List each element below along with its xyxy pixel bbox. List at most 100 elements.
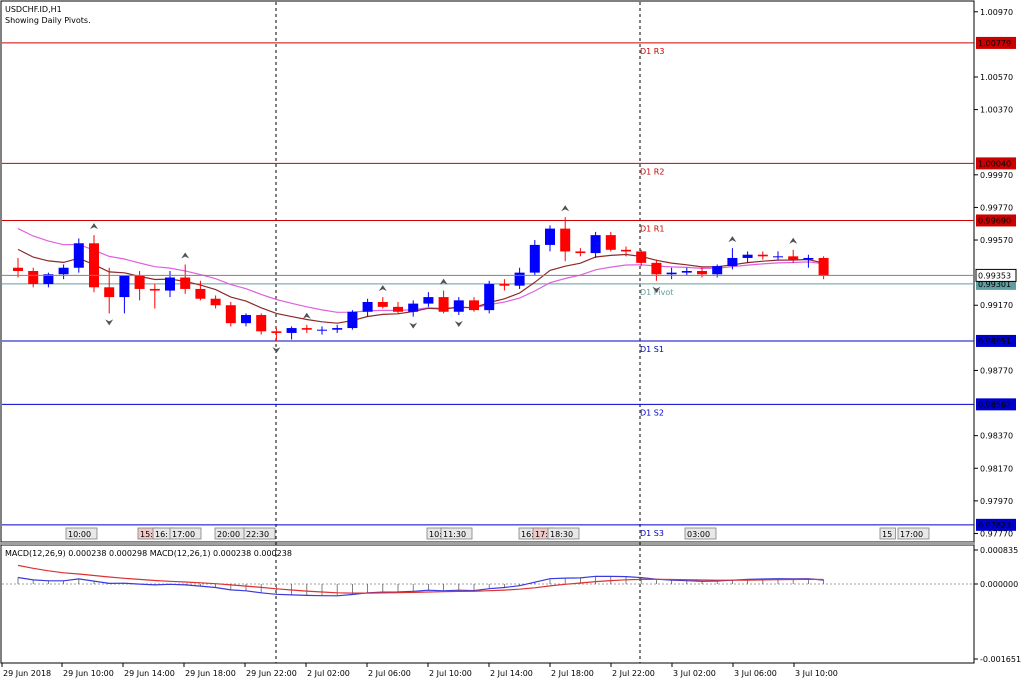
time-tick-label: 2 Jul 02:00 bbox=[307, 669, 350, 678]
session-marker-label: 16: bbox=[155, 530, 168, 539]
fractal-up-icon bbox=[561, 205, 570, 212]
time-tick-label: 3 Jul 02:00 bbox=[673, 669, 716, 678]
candle-body bbox=[28, 271, 39, 285]
session-marker-box bbox=[440, 527, 473, 540]
candle-body bbox=[545, 228, 555, 245]
price-tick-label: 0.99170 bbox=[980, 301, 1013, 310]
candle-body bbox=[286, 328, 297, 333]
session-marker-label: 18:30 bbox=[550, 530, 573, 539]
candle-body bbox=[712, 266, 723, 275]
time-tick-label: 2 Jul 06:00 bbox=[368, 669, 411, 678]
pivot-price-text: 1.00779 bbox=[978, 39, 1011, 48]
symbol-title: USDCHF.ID,H1 bbox=[5, 5, 62, 14]
price-tick-label: 0.98170 bbox=[980, 464, 1013, 473]
price-tick-label: 0.99770 bbox=[980, 203, 1013, 212]
macd-tick-label: 0.000000 bbox=[980, 580, 1018, 589]
session-marker-box bbox=[169, 527, 202, 540]
pivot-label: D1 R2 bbox=[640, 167, 664, 176]
session-marker-label: 11:30 bbox=[443, 530, 466, 539]
current-price-text: 0.99353 bbox=[978, 271, 1011, 280]
fractal-arrows bbox=[90, 205, 798, 354]
fractal-up-icon bbox=[90, 223, 98, 230]
pivot-price-text: 0.98951 bbox=[978, 337, 1011, 346]
candle-body bbox=[560, 228, 571, 252]
candle-body bbox=[484, 284, 495, 311]
session-marker-label: 20:00 bbox=[217, 530, 240, 539]
candle-body bbox=[210, 298, 221, 306]
candle-body bbox=[788, 256, 799, 260]
candle-body bbox=[180, 277, 191, 289]
pivot-label: D1 S2 bbox=[640, 408, 664, 417]
pivot-price-text: 0.99690 bbox=[978, 216, 1011, 225]
pivot-price-text: 0.99301 bbox=[978, 280, 1011, 289]
candle-body bbox=[757, 254, 768, 257]
session-marker-label: 16: bbox=[521, 530, 534, 539]
macd-tick-label: -0.001651 bbox=[980, 655, 1021, 664]
session-marker-label: 03:00 bbox=[687, 530, 710, 539]
macd-axis: 0.000835 0.000000 -0.001651 bbox=[974, 546, 1021, 664]
candle-body bbox=[773, 256, 783, 258]
fractal-up-icon bbox=[378, 285, 387, 292]
candle-body bbox=[575, 251, 586, 254]
candle-body bbox=[651, 262, 662, 275]
pivot-price-tag bbox=[976, 157, 1016, 170]
session-marker-label: 17:00 bbox=[900, 530, 923, 539]
session-marker-box bbox=[65, 527, 98, 540]
time-tick-label: 29 Jun 22:00 bbox=[246, 669, 297, 678]
candle-body bbox=[697, 271, 707, 275]
candle-body bbox=[58, 267, 69, 275]
pivot-price-text: 1.00040 bbox=[978, 159, 1011, 168]
candle-body bbox=[104, 287, 115, 298]
pivot-price-text: 0.97823 bbox=[978, 521, 1011, 530]
candle-body bbox=[347, 311, 358, 329]
moving-averages bbox=[17, 228, 824, 324]
candle-body bbox=[727, 257, 738, 267]
candle-body bbox=[119, 275, 130, 298]
candle-body bbox=[241, 315, 251, 324]
candle-body bbox=[514, 272, 525, 286]
time-tick-label: 2 Jul 18:00 bbox=[551, 669, 594, 678]
session-marker-label: 15 bbox=[882, 530, 892, 539]
time-tick-label: 3 Jul 10:00 bbox=[795, 669, 838, 678]
candle-body bbox=[165, 277, 175, 291]
candle-body bbox=[621, 249, 631, 252]
candle-body bbox=[271, 331, 282, 333]
fractal-up-icon bbox=[789, 237, 798, 244]
candle-body bbox=[73, 243, 84, 268]
fractal-down-icon bbox=[652, 286, 661, 293]
macd-plot-frame bbox=[0, 544, 975, 664]
time-tick-label: 29 Jun 14:00 bbox=[124, 669, 175, 678]
candle-body bbox=[499, 284, 510, 286]
pivot-levels: D1 R3 1.00779 D1 R2 1.00040 D1 R1 0.99690 D1 P… bbox=[2, 36, 1016, 538]
session-marker-box bbox=[547, 527, 580, 540]
candle-body bbox=[681, 271, 692, 273]
pivot-price-tag bbox=[976, 334, 1016, 347]
candle-body bbox=[742, 254, 753, 258]
fractal-up-icon bbox=[181, 252, 190, 259]
pivot-price-tag bbox=[976, 214, 1016, 227]
fractal-up-icon bbox=[302, 312, 311, 319]
fractal-up-icon bbox=[728, 236, 737, 243]
price-tick-label: 1.00970 bbox=[980, 8, 1013, 17]
candle-body bbox=[301, 328, 312, 330]
price-axis: 1.00970 1.00570 1.00370 0.99970 0.99770 0.995… bbox=[974, 8, 1017, 538]
candle-body bbox=[408, 303, 419, 312]
candle-body bbox=[393, 306, 403, 312]
macd-signal-line bbox=[17, 564, 824, 594]
candle-body bbox=[225, 305, 236, 324]
session-marker-label: 10: bbox=[429, 530, 442, 539]
price-tick-label: 1.00370 bbox=[980, 106, 1013, 115]
candle-body bbox=[423, 297, 434, 304]
session-markers: 10:00 15: 16: 17:00 20:00 22:30 10: 11:30 16: 17:… bbox=[65, 527, 930, 540]
candle-body bbox=[317, 329, 327, 331]
pane-separator[interactable] bbox=[0, 542, 975, 545]
candle-body bbox=[89, 243, 99, 288]
time-tick-label: 29 Jun 10:00 bbox=[63, 669, 114, 678]
candle-body bbox=[256, 315, 267, 332]
price-tick-label: 0.99570 bbox=[980, 236, 1013, 245]
macd-tick-label: 0.000835 bbox=[980, 546, 1018, 555]
current-price-tag bbox=[975, 268, 1017, 282]
time-tick-label: 2 Jul 10:00 bbox=[429, 669, 472, 678]
time-tick-label: 3 Jul 06:00 bbox=[734, 669, 777, 678]
